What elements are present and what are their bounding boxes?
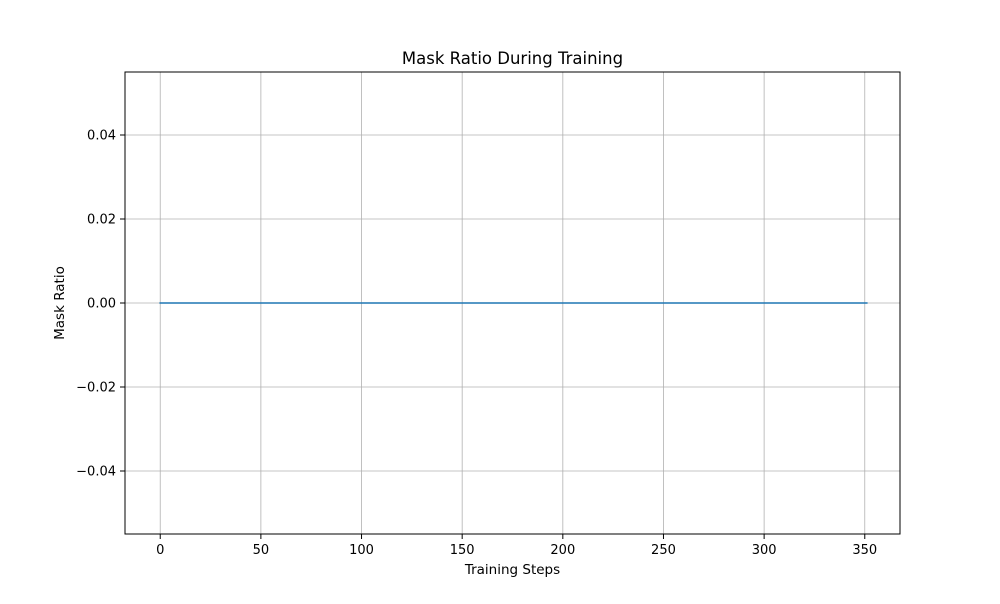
- x-axis-label: Training Steps: [464, 562, 560, 578]
- x-tick-label: 0: [156, 543, 164, 558]
- y-tick-label: 0.02: [87, 213, 116, 228]
- tick-layer: 0 50 100 150 200 250 300 350 −0.04 −0.02 0.00 0.02 0…: [76, 129, 877, 559]
- x-tick-label: 50: [253, 543, 270, 558]
- x-tick-label: 100: [349, 543, 374, 558]
- y-tick-label: 0.00: [87, 297, 116, 312]
- x-tick-label: 350: [852, 543, 877, 558]
- y-tick-label: −0.04: [76, 465, 116, 480]
- x-tick-label: 200: [550, 543, 575, 558]
- y-tick-label: 0.04: [87, 129, 116, 144]
- x-tick-label: 300: [752, 543, 777, 558]
- y-tick-label: −0.02: [76, 381, 116, 396]
- y-axis-label: Mask Ratio: [52, 266, 68, 340]
- x-tick-label: 250: [651, 543, 676, 558]
- chart-title: Mask Ratio During Training: [402, 49, 623, 68]
- x-tick-label: 150: [450, 543, 475, 558]
